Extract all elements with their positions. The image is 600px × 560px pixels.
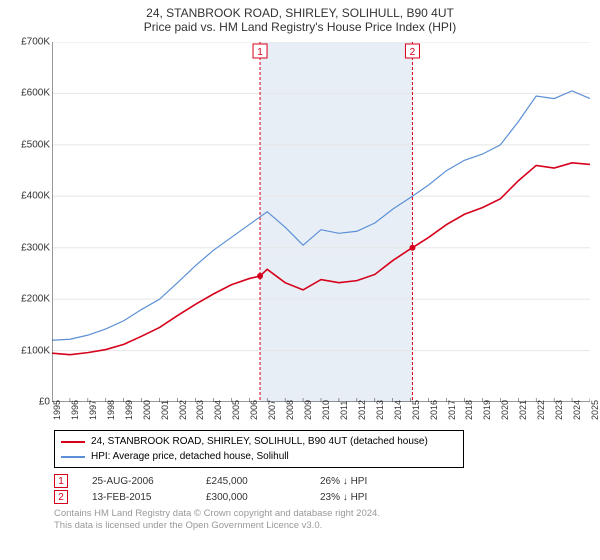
x-tick-label: 2015	[411, 400, 421, 420]
x-tick-label: 2021	[518, 400, 528, 420]
x-tick-label: 2018	[464, 400, 474, 420]
legend-swatch	[61, 441, 85, 443]
highlight-band	[260, 42, 412, 402]
marker-row-date: 25-AUG-2006	[92, 476, 182, 487]
attribution-line-1: Contains HM Land Registry data © Crown c…	[54, 508, 590, 520]
y-tick-label: £300K	[21, 242, 50, 253]
series-price_paid-dot	[409, 245, 415, 251]
chart-area: £0£100K£200K£300K£400K£500K£600K£700K 12…	[10, 42, 590, 422]
marker-row-badge: 1	[54, 474, 68, 488]
x-tick-label: 2003	[195, 400, 205, 420]
marker-row: 2 13-FEB-2015 £300,000 23% ↓ HPI	[54, 490, 590, 504]
x-tick-label: 2007	[267, 400, 277, 420]
y-tick-label: £500K	[21, 139, 50, 150]
series-price_paid-dot	[257, 273, 263, 279]
marker-row-delta: 23% ↓ HPI	[320, 492, 410, 503]
x-tick-label: 1999	[124, 400, 134, 420]
y-tick-label: £400K	[21, 191, 50, 202]
x-tick-label: 1997	[88, 400, 98, 420]
x-tick-label: 2012	[357, 400, 367, 420]
x-tick-label: 2023	[554, 400, 564, 420]
y-tick-label: £100K	[21, 345, 50, 356]
attribution: Contains HM Land Registry data © Crown c…	[54, 508, 590, 533]
marker-row: 1 25-AUG-2006 £245,000 26% ↓ HPI	[54, 474, 590, 488]
marker-badge-text: 1	[257, 47, 263, 58]
x-tick-label: 1995	[52, 400, 62, 420]
x-tick-label: 2019	[482, 400, 492, 420]
x-tick-label: 2009	[303, 400, 313, 420]
x-tick-label: 2002	[178, 400, 188, 420]
legend-label: HPI: Average price, detached house, Soli…	[91, 449, 289, 464]
x-tick-label: 2010	[321, 400, 331, 420]
y-tick-label: £700K	[21, 37, 50, 48]
legend: 24, STANBROOK ROAD, SHIRLEY, SOLIHULL, B…	[54, 430, 464, 468]
x-tick-label: 2013	[375, 400, 385, 420]
x-tick-label: 2014	[393, 400, 403, 420]
legend-swatch	[61, 456, 85, 458]
attribution-line-2: This data is licensed under the Open Gov…	[54, 520, 590, 532]
x-tick-label: 1996	[70, 400, 80, 420]
x-axis: 1995 1996 1997 1998 1999 2000 2001 2002 2003 2004…	[52, 402, 590, 422]
x-tick-label: 2008	[285, 400, 295, 420]
y-axis: £0£100K£200K£300K£400K£500K£600K£700K	[10, 42, 52, 402]
x-tick-label: 2017	[447, 400, 457, 420]
x-tick-label: 2016	[429, 400, 439, 420]
marker-badge-text: 2	[410, 47, 416, 58]
x-tick-label: 2005	[231, 400, 241, 420]
marker-row-badge: 2	[54, 490, 68, 504]
x-tick-label: 2024	[572, 400, 582, 420]
x-tick-label: 2006	[249, 400, 259, 420]
x-tick-label: 2011	[339, 401, 349, 420]
marker-row-price: £245,000	[206, 476, 296, 487]
x-tick-label: 2000	[142, 400, 152, 420]
legend-item: HPI: Average price, detached house, Soli…	[61, 449, 457, 464]
x-tick-label: 2001	[160, 400, 170, 420]
chart-subtitle: Price paid vs. HM Land Registry's House …	[10, 20, 590, 34]
x-tick-label: 2025	[590, 400, 600, 420]
markers-table: 1 25-AUG-2006 £245,000 26% ↓ HPI 2 13-FEB-201…	[54, 474, 590, 504]
marker-row-date: 13-FEB-2015	[92, 492, 182, 503]
marker-row-delta: 26% ↓ HPI	[320, 476, 410, 487]
y-tick-label: £600K	[21, 88, 50, 99]
plot-svg: 12	[52, 42, 590, 402]
plot-area: 12	[52, 42, 590, 402]
y-tick-label: £200K	[21, 294, 50, 305]
x-tick-label: 2022	[536, 400, 546, 420]
x-tick-label: 2004	[213, 400, 223, 420]
y-tick-label: £0	[39, 397, 50, 408]
marker-row-price: £300,000	[206, 492, 296, 503]
legend-label: 24, STANBROOK ROAD, SHIRLEY, SOLIHULL, B…	[91, 434, 428, 449]
x-tick-label: 1998	[106, 400, 116, 420]
legend-item: 24, STANBROOK ROAD, SHIRLEY, SOLIHULL, B…	[61, 434, 457, 449]
chart-title: 24, STANBROOK ROAD, SHIRLEY, SOLIHULL, B…	[10, 6, 590, 20]
x-tick-label: 2020	[500, 400, 510, 420]
